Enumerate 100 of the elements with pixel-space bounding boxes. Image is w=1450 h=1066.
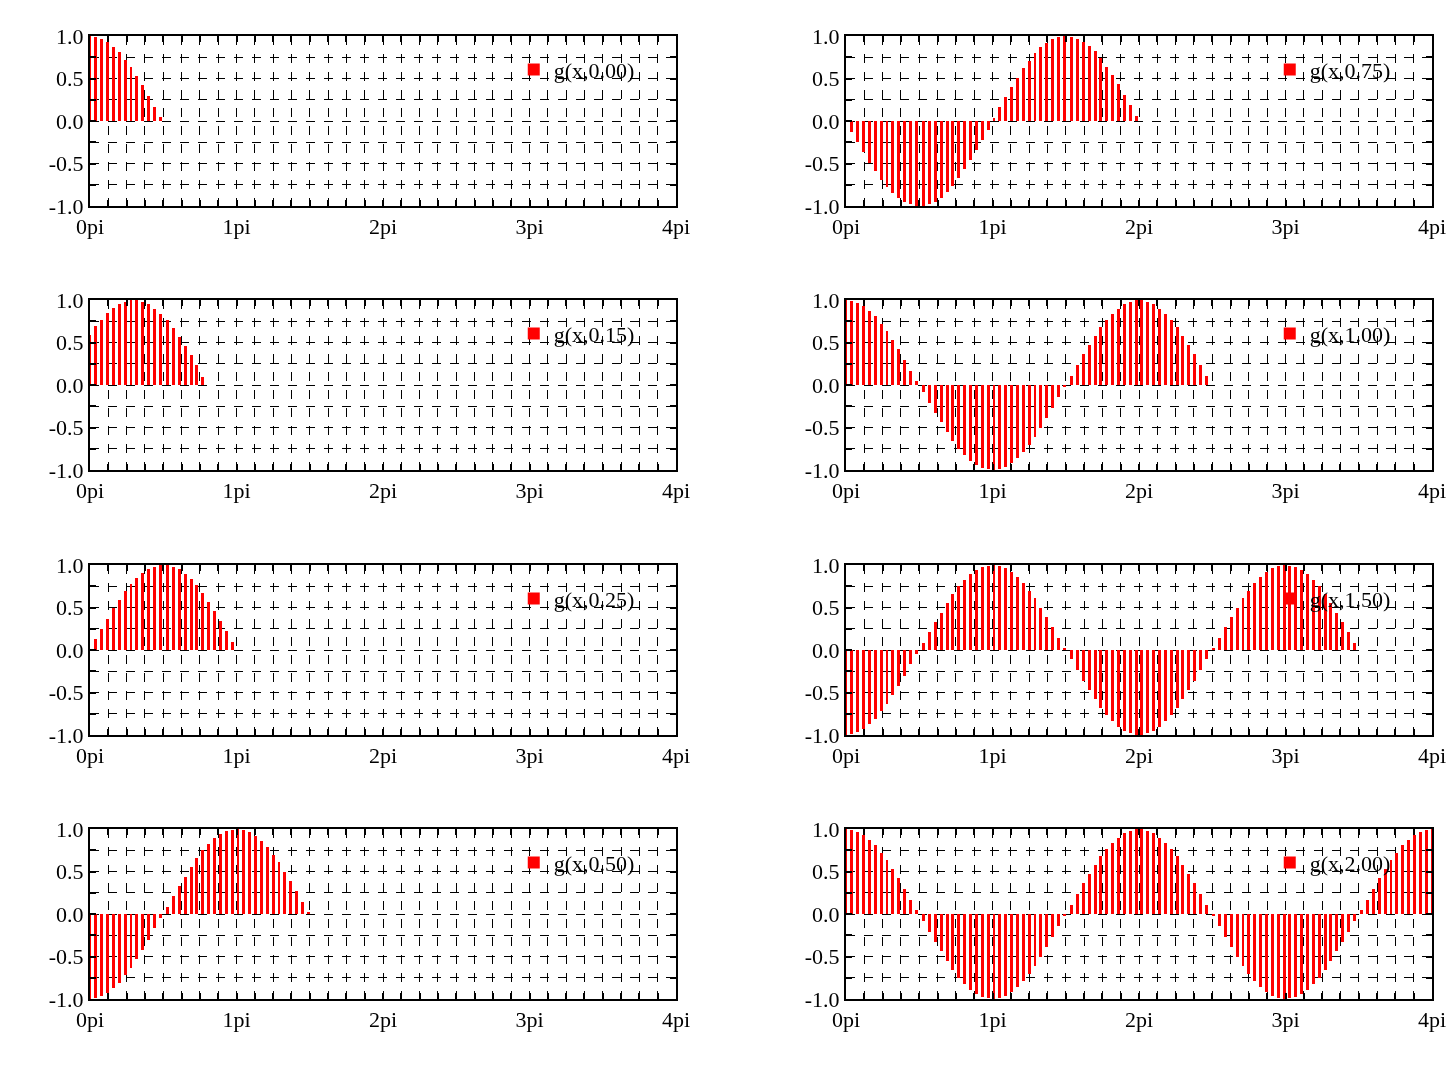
bar <box>1034 914 1036 966</box>
bar <box>1335 914 1338 951</box>
bar <box>1176 327 1179 385</box>
bar <box>1016 914 1019 987</box>
x-tick-label: 3pi <box>1271 214 1300 240</box>
bar <box>993 914 995 999</box>
x-tick-label: 4pi <box>1417 743 1447 769</box>
y-tick-label: -0.5 <box>48 151 84 177</box>
bar <box>1111 650 1114 721</box>
bar <box>981 385 984 468</box>
bar <box>1082 354 1085 385</box>
bar <box>100 320 103 385</box>
bar <box>289 881 292 914</box>
bar <box>850 650 853 734</box>
bar <box>1076 365 1079 385</box>
bar <box>1088 874 1091 914</box>
bar <box>1094 865 1097 914</box>
x-tick-label: 1pi <box>222 478 251 504</box>
bar <box>184 877 187 914</box>
bar <box>940 121 943 198</box>
bar <box>1247 591 1250 650</box>
bar <box>1022 583 1025 650</box>
bar <box>1390 860 1392 914</box>
bar <box>100 914 103 996</box>
bar <box>897 349 900 385</box>
bar <box>957 914 960 978</box>
x-tick-label: 2pi <box>1124 214 1154 240</box>
bar <box>201 593 204 650</box>
bar <box>981 914 984 997</box>
bar <box>957 586 960 650</box>
bar <box>987 385 990 469</box>
bar <box>868 650 871 724</box>
bar <box>998 914 1001 998</box>
bar <box>178 569 181 650</box>
bar <box>207 844 210 914</box>
bar <box>963 385 966 455</box>
bar <box>993 565 995 650</box>
x-tick-label: 1pi <box>222 743 251 769</box>
bar <box>1135 116 1138 121</box>
bar <box>213 611 216 650</box>
bar <box>856 303 859 385</box>
bar <box>909 900 912 914</box>
bar <box>874 316 877 385</box>
bar <box>1099 327 1102 385</box>
bar <box>868 840 871 914</box>
bar <box>1028 914 1031 974</box>
bar <box>118 52 121 121</box>
bar <box>1088 46 1091 121</box>
bar <box>891 869 894 914</box>
bar <box>190 867 193 914</box>
bar <box>219 834 222 914</box>
bar <box>951 385 954 441</box>
x-tick-label: 2pi <box>368 743 398 769</box>
bar <box>1076 650 1079 670</box>
x-tick-label: 4pi <box>661 1007 691 1033</box>
bar <box>1034 598 1036 650</box>
bar <box>1366 900 1369 914</box>
bar <box>1401 845 1404 914</box>
y-tick-label: 1.0 <box>812 23 840 49</box>
bar <box>100 39 103 121</box>
bar <box>1341 622 1344 650</box>
x-tick-label: 4pi <box>1417 1007 1447 1033</box>
bar <box>922 121 925 206</box>
bar <box>1016 577 1019 650</box>
bar <box>880 121 883 180</box>
bar <box>1016 78 1019 121</box>
bar <box>1034 385 1036 437</box>
bar <box>248 832 251 914</box>
bar <box>225 631 228 650</box>
bar <box>969 574 972 650</box>
bar <box>1324 914 1327 970</box>
bar <box>1028 385 1031 445</box>
bar <box>231 642 234 650</box>
bar <box>195 585 198 650</box>
bar <box>1057 37 1060 121</box>
bar <box>242 830 245 914</box>
bar <box>1294 914 1297 997</box>
bar <box>147 569 150 650</box>
x-tick-label: 4pi <box>1417 478 1447 504</box>
bar <box>1253 914 1256 981</box>
bar <box>915 121 918 206</box>
bar <box>897 121 900 198</box>
bar <box>118 914 121 983</box>
bar <box>166 565 169 650</box>
bar <box>903 889 906 914</box>
bar <box>1076 894 1079 914</box>
bar <box>987 121 990 130</box>
bar <box>172 896 175 914</box>
x-tick-label: 4pi <box>1417 214 1447 240</box>
bar <box>1353 643 1356 650</box>
bar <box>124 60 127 121</box>
bar <box>1034 53 1036 121</box>
bar <box>1158 838 1161 914</box>
bar <box>975 914 978 994</box>
y-tick-label: 0.0 <box>812 108 840 134</box>
bar <box>106 619 109 650</box>
bar <box>934 622 937 650</box>
bar <box>1010 87 1013 121</box>
bar <box>1181 650 1184 699</box>
bar <box>940 914 943 951</box>
